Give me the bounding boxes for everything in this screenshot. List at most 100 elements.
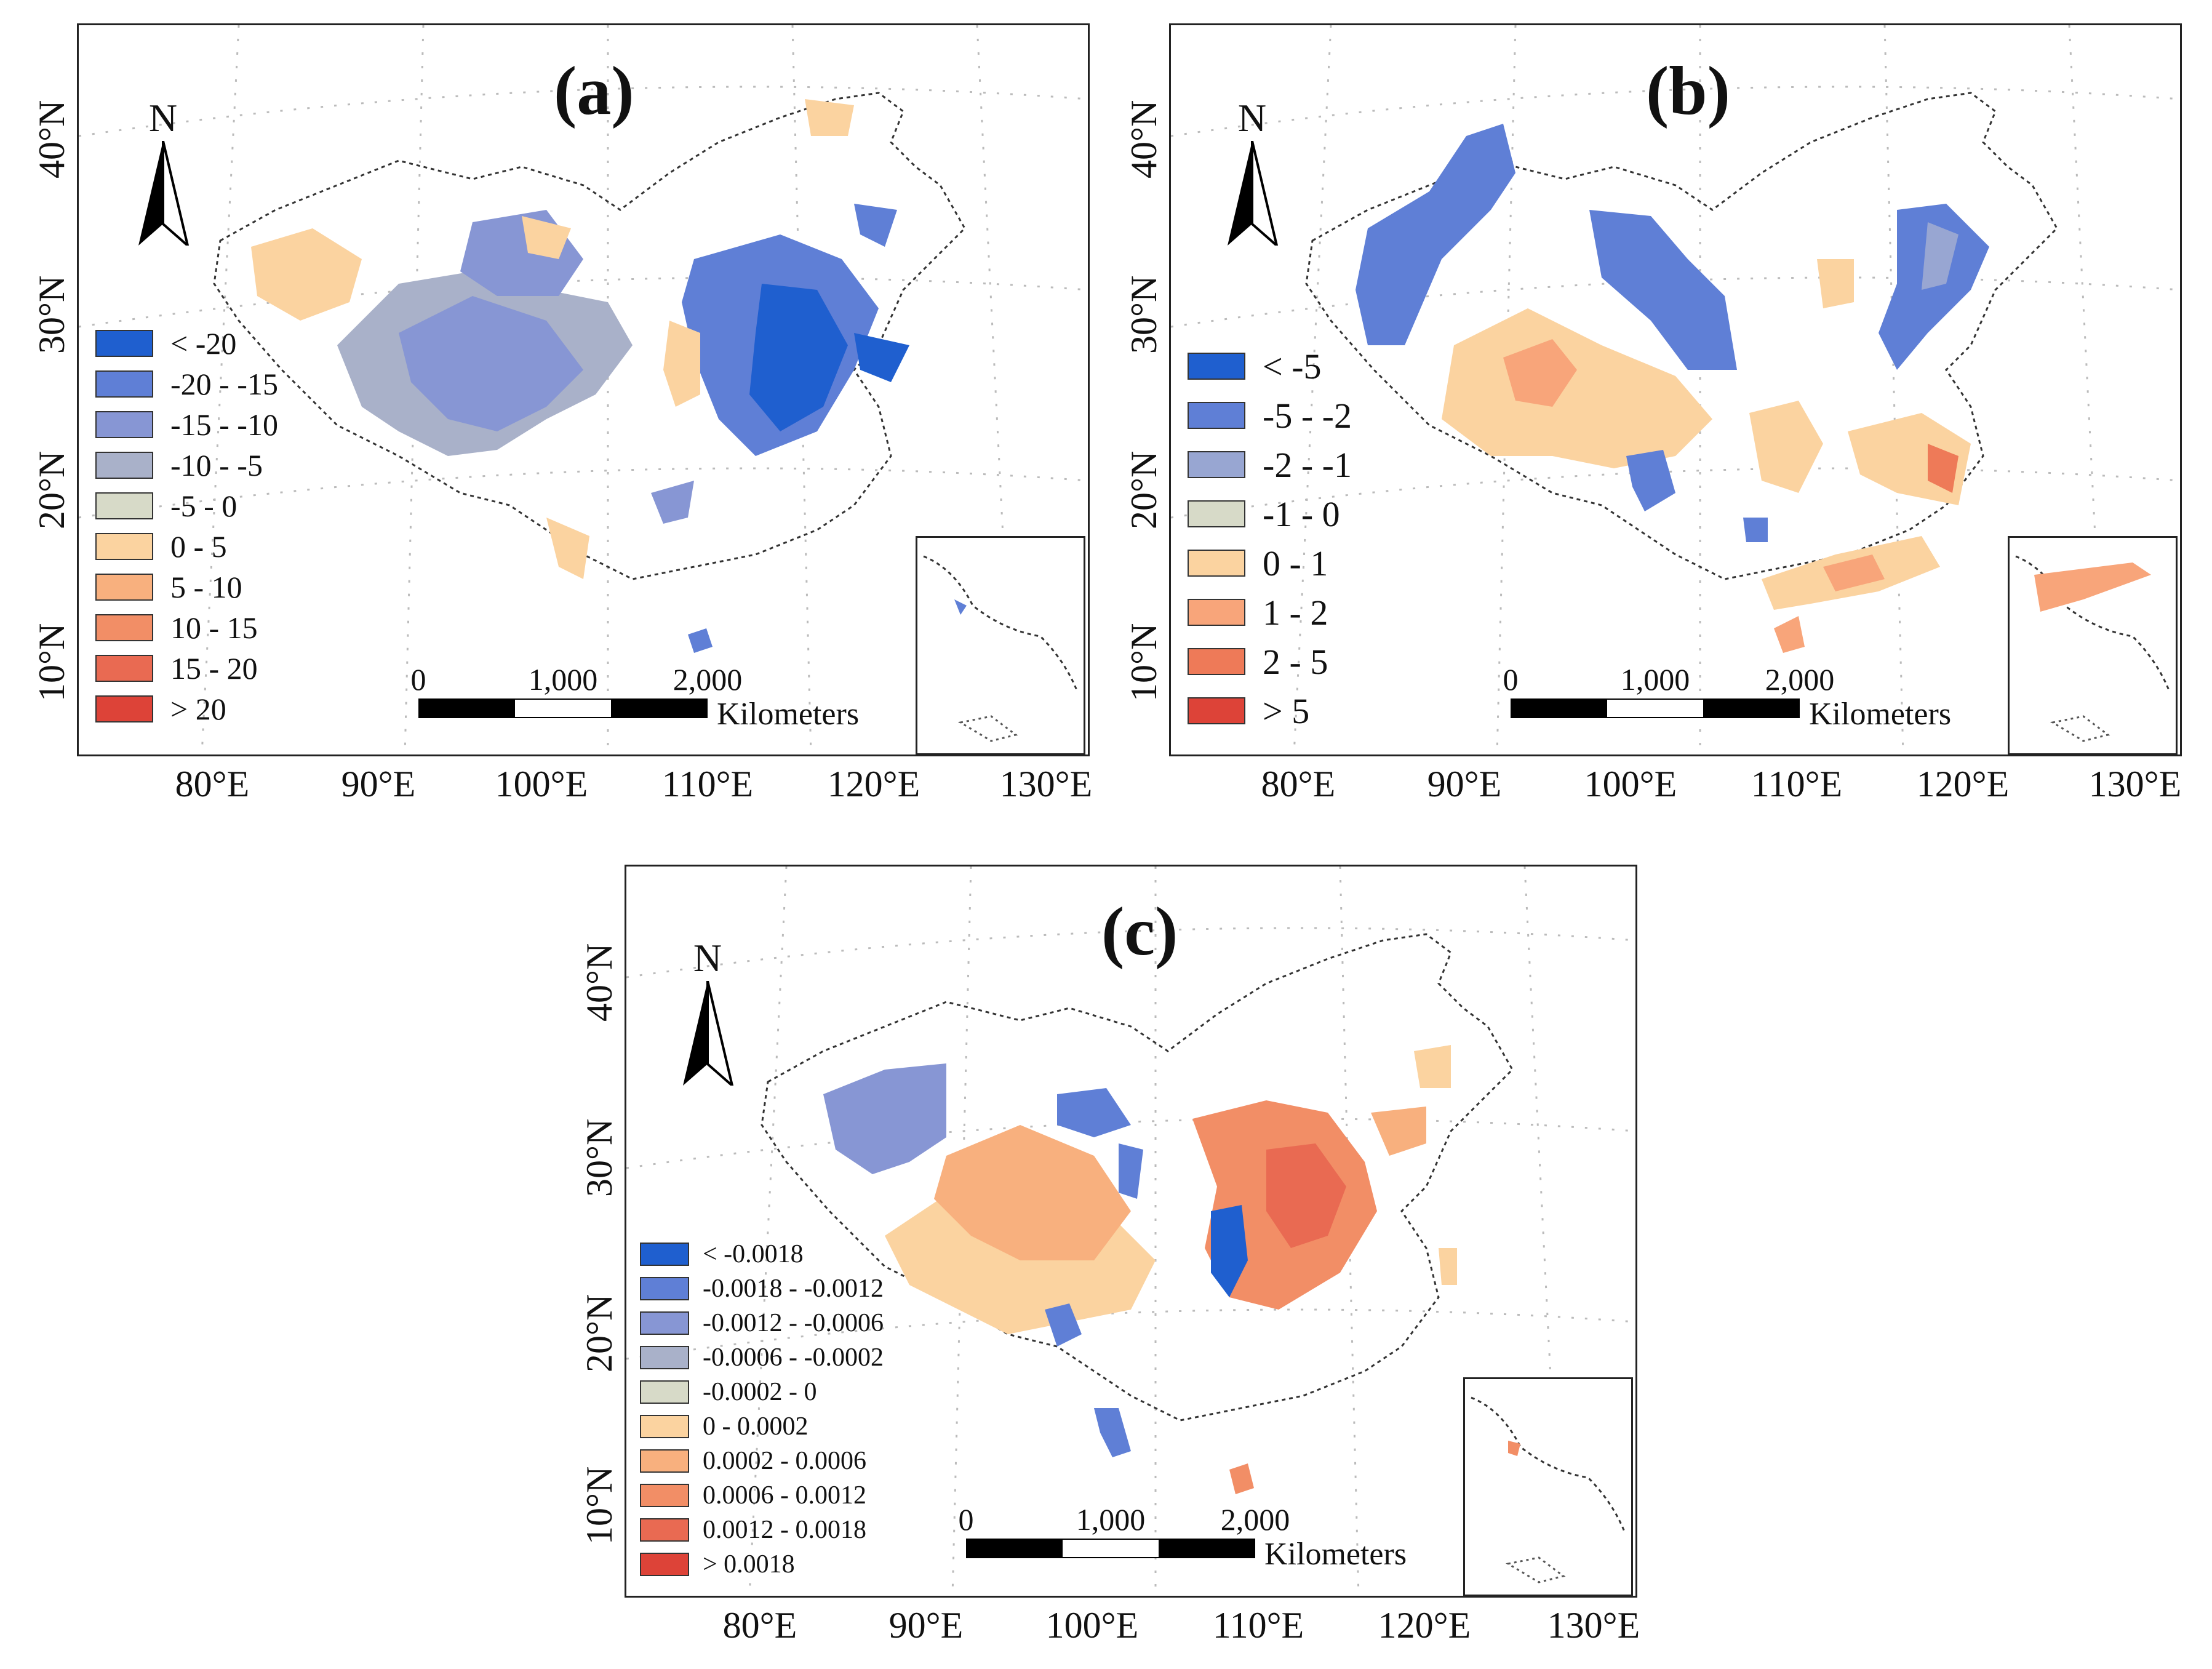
north-arrow-icon bbox=[138, 140, 190, 249]
legend-label: -0.0012 - -0.0006 bbox=[703, 1309, 884, 1337]
lat-label-c-10: 10°N bbox=[579, 1466, 620, 1545]
legend-swatch bbox=[1188, 500, 1245, 527]
legend-label: -0.0018 - -0.0012 bbox=[703, 1275, 884, 1303]
legend-label: > 5 bbox=[1263, 690, 1310, 731]
lon-label-b-130: 130°E bbox=[2088, 764, 2182, 804]
scale-tick: 0 bbox=[1503, 662, 1519, 697]
scale-tick: 0 bbox=[410, 662, 426, 697]
lon-label-a-120: 120°E bbox=[827, 764, 920, 804]
legend-item: 0 - 1 bbox=[1188, 538, 1352, 588]
north-arrow-c: N bbox=[677, 935, 738, 1089]
lat-label-b-30: 30°N bbox=[1124, 275, 1164, 354]
legend-label: 2 - 5 bbox=[1263, 641, 1328, 682]
legend-item: 0.0002 - 0.0006 bbox=[640, 1444, 884, 1478]
lat-label-b-40: 40°N bbox=[1124, 100, 1164, 178]
map-canvas-b bbox=[1171, 25, 2180, 754]
legend-label: -10 - -5 bbox=[170, 448, 263, 482]
china-outline bbox=[1305, 92, 2058, 580]
lon-label-b-90: 90°E bbox=[1427, 764, 1502, 804]
legend-swatch bbox=[640, 1346, 689, 1369]
legend-label: -5 - 0 bbox=[170, 489, 238, 523]
legend-swatch bbox=[640, 1518, 689, 1542]
lat-label-a-10: 10°N bbox=[31, 623, 72, 702]
legend-item: 2 - 5 bbox=[1188, 637, 1352, 686]
data-regions bbox=[823, 1045, 1457, 1494]
lon-label-b-110: 110°E bbox=[1751, 764, 1843, 804]
lon-label-a-90: 90°E bbox=[341, 764, 416, 804]
legend-item: -0.0002 - 0 bbox=[640, 1375, 884, 1409]
lon-label-a-80: 80°E bbox=[175, 764, 250, 804]
legend-label: 0.0012 - 0.0018 bbox=[703, 1516, 866, 1544]
lon-label-c-120: 120°E bbox=[1378, 1605, 1471, 1646]
legend-item: 0.0006 - 0.0012 bbox=[640, 1478, 884, 1513]
scale-tick: 2,000 bbox=[1220, 1502, 1290, 1537]
scale-tick: 2,000 bbox=[1765, 662, 1835, 697]
lat-label-c-20: 20°N bbox=[579, 1294, 620, 1372]
scale-bar-a: 0 1,000 2,000 Kilometers bbox=[411, 662, 860, 732]
lat-label-c-40: 40°N bbox=[579, 943, 620, 1022]
map-frame-c bbox=[625, 865, 1637, 1598]
legend-swatch bbox=[95, 614, 153, 641]
legend-swatch bbox=[95, 330, 153, 357]
legend-swatch bbox=[640, 1311, 689, 1335]
map-canvas-c bbox=[626, 867, 1635, 1596]
legend-label: 0.0002 - 0.0006 bbox=[703, 1447, 866, 1475]
lat-label-c-30: 30°N bbox=[579, 1118, 620, 1197]
legend-label: < -0.0018 bbox=[703, 1240, 804, 1268]
lon-label-c-130: 130°E bbox=[1547, 1605, 1640, 1646]
legend-swatch bbox=[640, 1553, 689, 1576]
panel-b: (b) N 40°N 30°N 20°N 10°N 80°E 90°E 100°… bbox=[1095, 0, 2212, 825]
north-label-b: N bbox=[1237, 96, 1267, 140]
scale-tick: 1,000 bbox=[1076, 1502, 1146, 1537]
north-arrow-icon bbox=[683, 980, 735, 1089]
map-canvas-a bbox=[79, 25, 1088, 754]
scale-bar-c: 0 1,000 2,000 Kilometers bbox=[959, 1502, 1407, 1572]
lat-label-b-10: 10°N bbox=[1124, 623, 1164, 702]
data-regions bbox=[251, 99, 909, 653]
legend-item: -15 - -10 bbox=[95, 404, 278, 445]
legend-label: 0.0006 - 0.0012 bbox=[703, 1481, 866, 1510]
legend-swatch bbox=[1188, 697, 1245, 724]
legend-label: > 20 bbox=[170, 692, 226, 726]
scale-bar-b: 0 1,000 2,000 Kilometers bbox=[1503, 662, 1952, 732]
legend-label: 0 - 5 bbox=[170, 529, 227, 564]
legend-swatch bbox=[1188, 402, 1245, 429]
scale-bar-graphic bbox=[1511, 698, 1800, 718]
legend-swatch bbox=[640, 1277, 689, 1300]
panel-title-b: (b) bbox=[1646, 53, 1730, 129]
legend-item: -10 - -5 bbox=[95, 445, 278, 486]
legend-swatch bbox=[95, 655, 153, 682]
legend-item: -2 - -1 bbox=[1188, 440, 1352, 489]
legend-swatch bbox=[95, 695, 153, 722]
inset-map-b bbox=[2008, 536, 2178, 754]
legend-swatch bbox=[640, 1484, 689, 1507]
legend-label: 1 - 2 bbox=[1263, 592, 1328, 633]
lon-label-b-100: 100°E bbox=[1584, 764, 1677, 804]
legend-swatch bbox=[1188, 550, 1245, 577]
legend-swatch bbox=[95, 492, 153, 519]
legend-a: < -20 -20 - -15 -15 - -10 -10 - -5 -5 - … bbox=[95, 323, 278, 729]
legend-item: -0.0012 - -0.0006 bbox=[640, 1306, 884, 1340]
north-arrow-icon bbox=[1228, 140, 1279, 249]
panel-title-a: (a) bbox=[554, 53, 634, 129]
legend-item: < -5 bbox=[1188, 342, 1352, 391]
scale-tick: 2,000 bbox=[673, 662, 743, 697]
lat-label-a-20: 20°N bbox=[31, 450, 72, 529]
inset-map-a bbox=[916, 536, 1085, 754]
legend-item: -20 - -15 bbox=[95, 364, 278, 404]
legend-item: > 5 bbox=[1188, 686, 1352, 735]
legend-label: -20 - -15 bbox=[170, 367, 278, 401]
lat-label-a-40: 40°N bbox=[31, 100, 72, 178]
inset-outline-a bbox=[923, 555, 1079, 742]
legend-swatch bbox=[640, 1415, 689, 1438]
china-outline bbox=[213, 92, 966, 580]
lon-label-a-100: 100°E bbox=[495, 764, 588, 804]
legend-swatch bbox=[640, 1243, 689, 1266]
legend-label: 15 - 20 bbox=[170, 651, 258, 686]
china-outline bbox=[761, 933, 1514, 1422]
legend-item: < -0.0018 bbox=[640, 1237, 884, 1271]
legend-label: > 0.0018 bbox=[703, 1550, 795, 1579]
map-frame-b bbox=[1169, 23, 2182, 756]
map-frame-a bbox=[77, 23, 1090, 756]
legend-label: -15 - -10 bbox=[170, 407, 278, 442]
